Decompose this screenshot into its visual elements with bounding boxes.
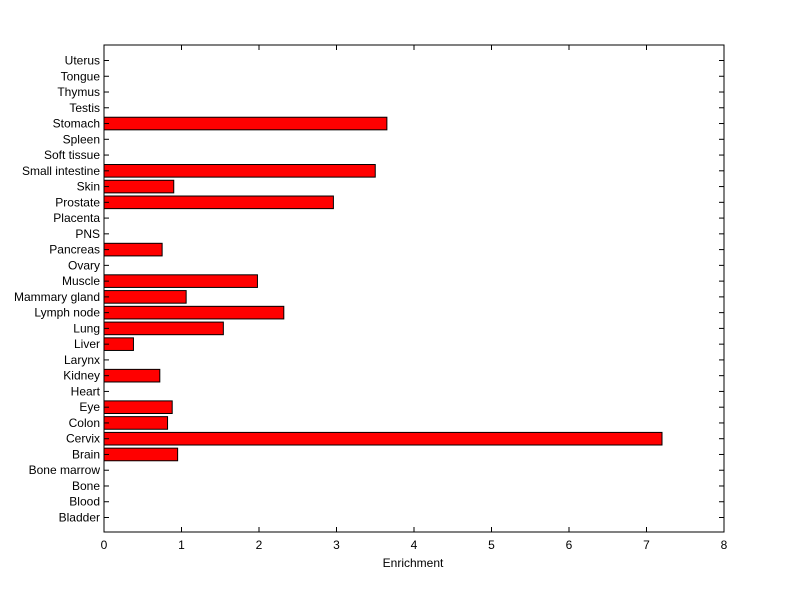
bar-colon: [103, 416, 169, 430]
y-tick-label: Eye: [79, 400, 100, 414]
y-tick-label: Placenta: [53, 211, 100, 225]
bar-small-intestine: [103, 164, 376, 178]
bar-prostate: [103, 195, 334, 210]
x-tick-label: 8: [721, 538, 728, 552]
y-tick-label: Bone marrow: [29, 463, 101, 477]
bar-muscle: [103, 274, 258, 288]
y-tick-label: Skin: [77, 180, 100, 194]
x-tick-label: 0: [101, 538, 108, 552]
bar-stomach: [103, 116, 388, 131]
y-tick-label: Thymus: [57, 85, 100, 99]
plot-frame: [103, 44, 725, 533]
bar-brain: [103, 447, 179, 462]
y-tick-label: Bladder: [59, 511, 100, 525]
y-tick-label: Bone: [72, 479, 100, 493]
y-tick-label: Small intestine: [22, 164, 100, 178]
y-tick-label: Prostate: [55, 195, 100, 209]
bar-lymph-node: [103, 305, 285, 320]
y-tick-label: Heart: [71, 384, 101, 398]
y-tick-label: Mammary gland: [14, 290, 100, 304]
x-tick-label: 5: [488, 538, 495, 552]
x-axis-label: Enrichment: [383, 556, 444, 570]
y-tick-label: PNS: [75, 227, 100, 241]
y-tick-label: Ovary: [68, 258, 100, 272]
bar-mammary-gland: [103, 290, 187, 304]
bar-pancreas: [103, 242, 163, 257]
x-tick-label: 1: [178, 538, 185, 552]
y-tick-label: Spleen: [63, 132, 100, 146]
y-tick-label: Muscle: [62, 274, 100, 288]
y-tick-label: Colon: [69, 416, 100, 430]
bar-eye: [103, 400, 173, 415]
y-tick-label: Tongue: [61, 69, 101, 83]
y-tick-label: Stomach: [53, 117, 100, 131]
y-tick-label: Brain: [72, 447, 100, 461]
y-tick-label: Pancreas: [49, 243, 100, 257]
bar-lung: [103, 321, 224, 336]
x-tick-label: 3: [333, 538, 340, 552]
y-tick-label: Uterus: [65, 54, 100, 68]
x-tick-label: 7: [643, 538, 650, 552]
x-tick-label: 2: [256, 538, 263, 552]
bar-kidney: [103, 368, 161, 383]
y-tick-label: Liver: [74, 337, 100, 351]
bar-skin: [103, 179, 175, 194]
y-tick-label: Lymph node: [34, 306, 100, 320]
y-tick-label: Blood: [69, 495, 100, 509]
y-tick-label: Cervix: [66, 432, 100, 446]
y-tick-label: Testis: [69, 101, 100, 115]
y-tick-label: Soft tissue: [44, 148, 100, 162]
x-tick-label: 6: [566, 538, 573, 552]
bar-cervix: [103, 431, 663, 446]
x-tick-label: 4: [411, 538, 418, 552]
y-tick-label: Larynx: [64, 353, 100, 367]
y-tick-label: Lung: [73, 321, 100, 335]
y-tick-label: Kidney: [63, 369, 100, 383]
